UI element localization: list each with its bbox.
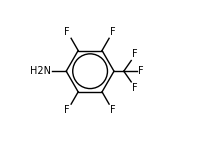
Text: H2N: H2N — [30, 66, 51, 76]
Text: F: F — [132, 49, 138, 60]
Text: F: F — [64, 105, 70, 115]
Text: F: F — [132, 83, 138, 93]
Text: F: F — [64, 27, 70, 37]
Text: F: F — [138, 66, 144, 76]
Text: F: F — [110, 27, 116, 37]
Text: F: F — [110, 105, 116, 115]
